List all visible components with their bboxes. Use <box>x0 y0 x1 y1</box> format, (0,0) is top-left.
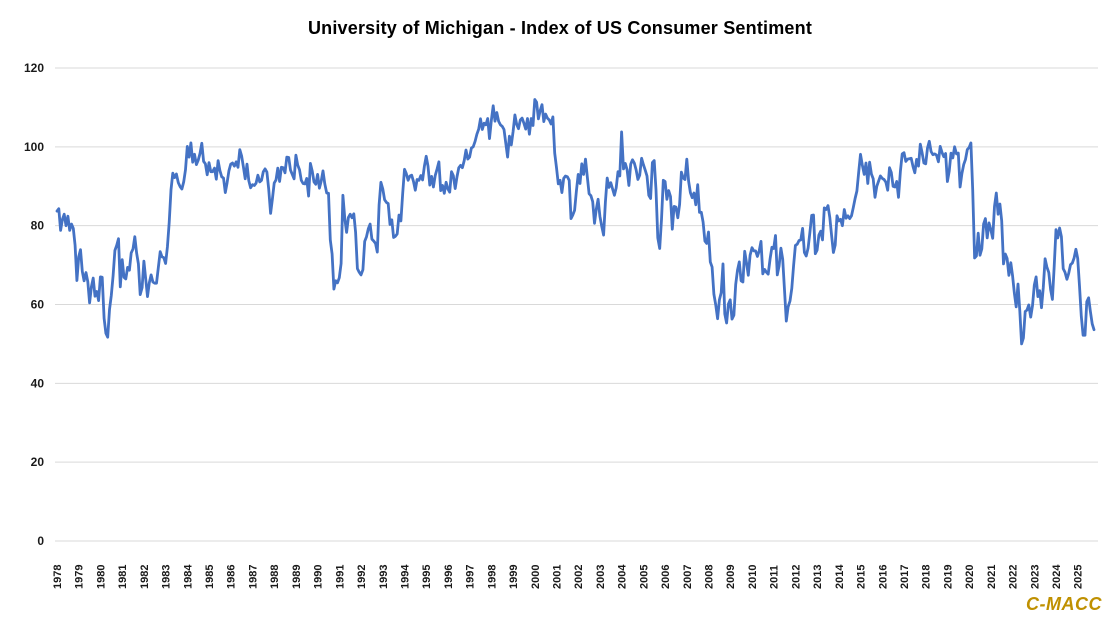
x-axis-tick-label: 1986 <box>226 565 238 589</box>
x-axis-tick-label: 2015 <box>856 565 868 589</box>
x-axis-tick-label: 1989 <box>291 565 303 589</box>
x-axis-tick-label: 2020 <box>964 565 976 589</box>
x-axis-tick-label: 1998 <box>486 565 498 589</box>
x-axis-tick-label: 2022 <box>1008 565 1020 589</box>
x-axis-tick-label: 2019 <box>942 565 954 589</box>
x-axis-tick-label: 1996 <box>443 565 455 589</box>
y-axis-tick-label: 0 <box>37 534 44 548</box>
x-axis-tick-label: 2023 <box>1029 565 1041 589</box>
x-axis-tick-label: 2013 <box>812 565 824 589</box>
y-axis-tick-label: 40 <box>31 376 45 390</box>
y-axis-tick-label: 20 <box>31 455 45 469</box>
x-axis-tick-label: 1984 <box>182 564 194 589</box>
x-axis-tick-label: 2025 <box>1073 565 1085 589</box>
chart-title: University of Michigan - Index of US Con… <box>307 18 813 38</box>
x-axis-tick-label: 1987 <box>247 565 259 589</box>
x-axis-tick-label: 2016 <box>877 565 889 589</box>
x-axis-tick-label: 1978 <box>52 565 64 589</box>
x-axis-tick-label: 1994 <box>399 564 411 589</box>
x-axis-tick-label: 2018 <box>921 565 933 589</box>
x-axis-tick-label: 1980 <box>95 565 107 589</box>
x-axis-tick-label: 1993 <box>378 565 390 589</box>
x-axis-tick-label: 2014 <box>834 564 846 589</box>
x-axis-tick-label: 2009 <box>725 565 737 589</box>
x-axis-tick-label: 2012 <box>790 565 802 589</box>
y-axis-tick-label: 80 <box>31 219 45 233</box>
x-axis-tick-label: 2007 <box>682 565 694 589</box>
x-axis-tick-label: 2000 <box>530 565 542 589</box>
x-axis-tick-label: 1995 <box>421 565 433 589</box>
x-axis-tick-label: 1981 <box>117 565 129 589</box>
x-axis-tick-label: 2011 <box>769 565 781 589</box>
x-axis-tick-label: 1985 <box>204 565 216 589</box>
x-axis-tick-label: 2017 <box>899 565 911 589</box>
x-axis-tick-label: 1999 <box>508 565 520 589</box>
cmacc-watermark: C-MACC <box>1026 594 1102 614</box>
x-axis-tick-label: 1979 <box>74 565 86 589</box>
x-axis-tick-label: 1982 <box>139 565 151 589</box>
x-axis-tick-label: 1988 <box>269 565 281 589</box>
x-axis-tick-label: 1992 <box>356 565 368 589</box>
x-axis-tick-label: 2010 <box>747 565 759 589</box>
x-axis-tick-label: 2002 <box>573 565 585 589</box>
x-axis-tick-label: 2021 <box>986 565 998 589</box>
x-axis-tick-label: 1997 <box>465 565 477 589</box>
x-axis-tick-label: 2005 <box>638 565 650 589</box>
x-axis-tick-label: 1991 <box>334 565 346 589</box>
x-axis-tick-label: 1983 <box>161 565 173 589</box>
y-axis-tick-label: 120 <box>24 61 44 75</box>
x-axis-tick-label: 2001 <box>551 565 563 589</box>
y-axis-tick-label: 60 <box>31 298 45 312</box>
y-axis-tick-label: 100 <box>24 140 44 154</box>
x-axis-tick-label: 2003 <box>595 565 607 589</box>
x-axis-tick-label: 1990 <box>313 565 325 589</box>
x-axis-tick-label: 2004 <box>617 564 629 589</box>
x-axis-tick-label: 2006 <box>660 565 672 589</box>
x-axis-tick-label: 2008 <box>704 565 716 589</box>
x-axis-tick-label: 2024 <box>1051 564 1063 589</box>
sentiment-line <box>55 98 1096 346</box>
